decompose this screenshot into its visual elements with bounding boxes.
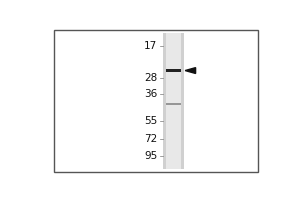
Text: 72: 72 (144, 134, 157, 144)
Bar (163, 33, 184, 169)
Bar (166, 69, 181, 72)
Bar (54, 30, 258, 172)
Text: 17: 17 (144, 41, 157, 51)
Bar (166, 33, 181, 169)
Bar (166, 103, 181, 105)
Text: 28: 28 (144, 73, 157, 83)
Polygon shape (185, 68, 196, 73)
Text: 36: 36 (144, 89, 157, 99)
Text: 95: 95 (144, 151, 157, 161)
Text: 55: 55 (144, 116, 157, 126)
